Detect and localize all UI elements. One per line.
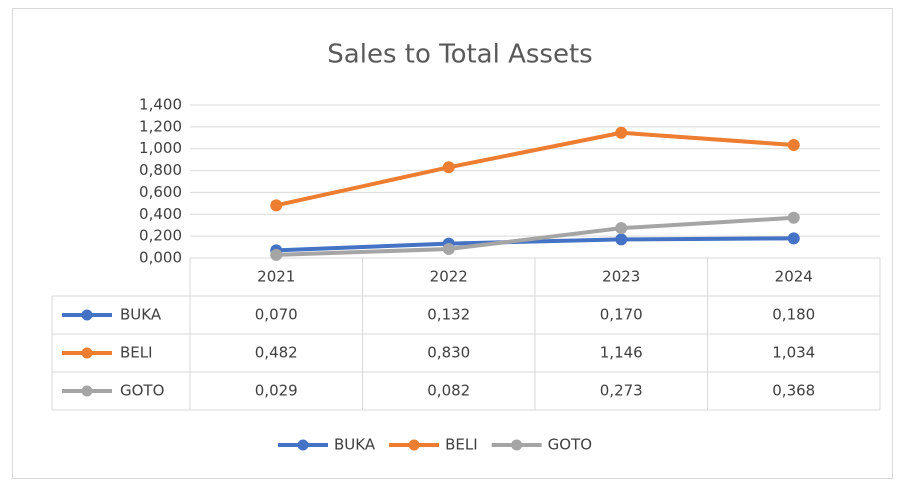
table-value: 1,034	[772, 344, 815, 362]
table-series-name: BELI	[120, 344, 153, 362]
point	[615, 233, 628, 246]
legend-key-marker	[511, 439, 523, 451]
x-tick-label: 2024	[775, 268, 813, 286]
point	[615, 126, 628, 139]
point	[787, 138, 800, 151]
legend-key-marker	[81, 347, 93, 359]
legend-label: BUKA	[334, 436, 376, 454]
legend-label: GOTO	[548, 436, 592, 454]
y-tick-label: 1,000	[139, 139, 182, 157]
legend-key-marker	[81, 309, 93, 321]
point	[270, 248, 283, 261]
table-value: 1,146	[600, 344, 643, 362]
point	[787, 211, 800, 224]
legend-label: BELI	[445, 436, 478, 454]
y-tick-label: 1,200	[139, 117, 182, 135]
x-tick-label: 2022	[430, 268, 468, 286]
y-tick-label: 0,400	[139, 205, 182, 223]
legend-key-marker	[297, 439, 309, 451]
series-line	[275, 130, 794, 208]
point	[270, 199, 283, 212]
legend-key-marker	[408, 439, 420, 451]
y-tick-label: 0,600	[139, 183, 182, 201]
point	[787, 232, 800, 245]
table-value: 0,070	[255, 306, 298, 324]
y-tick-label: 0,800	[139, 161, 182, 179]
table-value: 0,082	[427, 382, 470, 400]
point	[442, 243, 455, 256]
table-value: 0,180	[772, 306, 815, 324]
table-value: 0,029	[255, 382, 298, 400]
table-value: 0,273	[600, 382, 643, 400]
table-series-name: GOTO	[120, 382, 164, 400]
x-tick-label: 2023	[602, 268, 640, 286]
chart-title: Sales to Total Assets	[327, 40, 592, 70]
point	[442, 161, 455, 174]
table-value: 0,170	[600, 306, 643, 324]
table-value: 0,482	[255, 344, 298, 362]
table-value: 0,132	[427, 306, 470, 324]
table-series-name: BUKA	[120, 306, 162, 324]
series-line	[276, 215, 794, 257]
x-tick-label: 2021	[257, 268, 295, 286]
point	[615, 222, 628, 235]
y-tick-label: 0,000	[139, 249, 182, 267]
y-tick-label: 0,200	[139, 227, 182, 245]
table-value: 0,830	[427, 344, 470, 362]
y-tick-label: 1,400	[139, 96, 182, 114]
legend-key-marker	[81, 385, 93, 397]
series-line	[276, 236, 794, 253]
table-value: 0,368	[772, 382, 815, 400]
